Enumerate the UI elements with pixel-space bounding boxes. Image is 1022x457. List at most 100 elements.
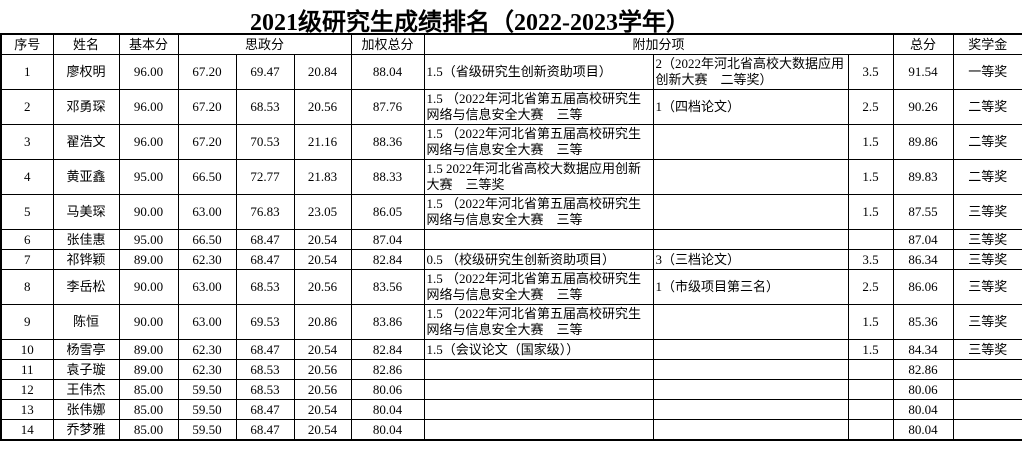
cell-weighted-total: 88.33 — [350, 159, 425, 195]
cell-extra-item-1: 1.5（省级研究生创新资助项目） — [423, 54, 654, 90]
table-row: 10 杨雪亭 89.00 62.30 68.47 20.54 82.84 1.5（会议论文（国… — [0, 339, 1022, 360]
cell-base-score: 85.00 — [118, 419, 179, 441]
cell-extra-item-2 — [652, 159, 849, 195]
header-scholarship: 奖学金 — [952, 33, 1022, 55]
cell-sizheng-3: 20.56 — [293, 89, 352, 125]
cell-scholarship — [952, 419, 1022, 441]
cell-name: 杨雪亭 — [52, 339, 120, 360]
cell-extra-item-2 — [652, 399, 849, 420]
cell-base-score: 85.00 — [118, 399, 179, 420]
cell-extra-item-2: 2（2022年河北省高校大数据应用创新大赛 二等奖） — [652, 54, 849, 90]
cell-name: 马美琛 — [52, 194, 120, 230]
cell-weighted-total: 88.36 — [350, 124, 425, 160]
cell-sizheng-3: 20.56 — [293, 379, 352, 400]
cell-total-score: 82.86 — [892, 359, 954, 380]
cell-sizheng-3: 21.16 — [293, 124, 352, 160]
cell-name: 翟浩文 — [52, 124, 120, 160]
table-row: 5 马美琛 90.00 63.00 76.83 23.05 86.05 1.5 （2022年河… — [0, 194, 1022, 230]
cell-base-score: 85.00 — [118, 379, 179, 400]
cell-extra-item-1 — [423, 229, 654, 250]
cell-base-score: 89.00 — [118, 359, 179, 380]
cell-scholarship: 三等奖 — [952, 304, 1022, 340]
cell-sizheng-1: 63.00 — [177, 304, 237, 340]
cell-base-score: 90.00 — [118, 194, 179, 230]
ranking-table: 序号 姓名 基本分 思政分 加权总分 附加分项 总分 奖学金 1 廖权明 96.00… — [0, 33, 1022, 441]
cell-extra-score: 3.5 — [847, 54, 894, 90]
cell-extra-item-1: 1.5（会议论文（国家级）） — [423, 339, 654, 360]
cell-weighted-total: 86.05 — [350, 194, 425, 230]
cell-weighted-total: 80.04 — [350, 419, 425, 441]
cell-extra-score: 2.5 — [847, 269, 894, 305]
cell-scholarship — [952, 359, 1022, 380]
cell-extra-score — [847, 419, 894, 441]
cell-base-score: 95.00 — [118, 159, 179, 195]
cell-sizheng-2: 68.47 — [235, 419, 295, 441]
cell-extra-item-1: 1.5 （2022年河北省第五届高校研究生网络与信息安全大赛 三等 — [423, 269, 654, 305]
cell-rank: 3 — [0, 124, 54, 160]
cell-sizheng-2: 68.53 — [235, 89, 295, 125]
cell-extra-item-2 — [652, 124, 849, 160]
cell-extra-score: 1.5 — [847, 304, 894, 340]
cell-sizheng-3: 20.86 — [293, 304, 352, 340]
cell-weighted-total: 82.86 — [350, 359, 425, 380]
cell-base-score: 90.00 — [118, 304, 179, 340]
cell-extra-score — [847, 399, 894, 420]
cell-scholarship: 三等奖 — [952, 194, 1022, 230]
cell-weighted-total: 87.04 — [350, 229, 425, 250]
cell-extra-score — [847, 359, 894, 380]
cell-name: 乔梦雅 — [52, 419, 120, 441]
cell-rank: 12 — [0, 379, 54, 400]
cell-sizheng-2: 69.47 — [235, 54, 295, 90]
cell-rank: 7 — [0, 249, 54, 270]
cell-extra-item-2 — [652, 194, 849, 230]
cell-total-score: 91.54 — [892, 54, 954, 90]
cell-scholarship: 三等奖 — [952, 229, 1022, 250]
cell-sizheng-1: 66.50 — [177, 229, 237, 250]
cell-base-score: 90.00 — [118, 269, 179, 305]
cell-total-score: 86.34 — [892, 249, 954, 270]
cell-sizheng-2: 70.53 — [235, 124, 295, 160]
table-row: 11 袁子璇 89.00 62.30 68.53 20.56 82.86 82.86 — [0, 359, 1022, 380]
table-row: 9 陈恒 90.00 63.00 69.53 20.86 83.86 1.5 （2022年河北… — [0, 304, 1022, 340]
cell-base-score: 89.00 — [118, 249, 179, 270]
cell-scholarship: 二等奖 — [952, 124, 1022, 160]
cell-extra-item-2: 1（市级项目第三名） — [652, 269, 849, 305]
cell-sizheng-1: 62.30 — [177, 359, 237, 380]
table-row: 2 邓勇琛 96.00 67.20 68.53 20.56 87.76 1.5 （2022年河… — [0, 89, 1022, 125]
cell-scholarship: 二等奖 — [952, 159, 1022, 195]
cell-sizheng-3: 20.54 — [293, 339, 352, 360]
cell-rank: 9 — [0, 304, 54, 340]
cell-total-score: 87.04 — [892, 229, 954, 250]
cell-sizheng-1: 59.50 — [177, 379, 237, 400]
cell-rank: 2 — [0, 89, 54, 125]
cell-sizheng-1: 63.00 — [177, 194, 237, 230]
cell-sizheng-3: 21.83 — [293, 159, 352, 195]
cell-extra-score: 1.5 — [847, 339, 894, 360]
cell-name: 邓勇琛 — [52, 89, 120, 125]
cell-scholarship: 一等奖 — [952, 54, 1022, 90]
cell-extra-item-2 — [652, 379, 849, 400]
cell-name: 廖权明 — [52, 54, 120, 90]
cell-scholarship: 三等奖 — [952, 339, 1022, 360]
page-title: 2021级研究生成绩排名（2022-2023学年） — [250, 10, 690, 36]
cell-extra-item-1 — [423, 419, 654, 441]
cell-extra-item-1: 1.5 （2022年河北省第五届高校研究生网络与信息安全大赛 三等 — [423, 124, 654, 160]
cell-extra-item-1 — [423, 379, 654, 400]
cell-sizheng-2: 72.77 — [235, 159, 295, 195]
cell-name: 王伟杰 — [52, 379, 120, 400]
cell-base-score: 96.00 — [118, 89, 179, 125]
cell-extra-score — [847, 379, 894, 400]
cell-total-score: 84.34 — [892, 339, 954, 360]
cell-total-score: 86.06 — [892, 269, 954, 305]
cell-weighted-total: 82.84 — [350, 339, 425, 360]
cell-weighted-total: 88.04 — [350, 54, 425, 90]
cell-sizheng-3: 20.54 — [293, 229, 352, 250]
table-row: 12 王伟杰 85.00 59.50 68.53 20.56 80.06 80.06 — [0, 379, 1022, 400]
cell-extra-item-2: 3（三档论文） — [652, 249, 849, 270]
cell-weighted-total: 83.86 — [350, 304, 425, 340]
cell-name: 陈恒 — [52, 304, 120, 340]
cell-sizheng-1: 67.20 — [177, 124, 237, 160]
cell-extra-score: 2.5 — [847, 89, 894, 125]
cell-sizheng-1: 62.30 — [177, 339, 237, 360]
table-row: 14 乔梦雅 85.00 59.50 68.47 20.54 80.04 80.04 — [0, 419, 1022, 441]
